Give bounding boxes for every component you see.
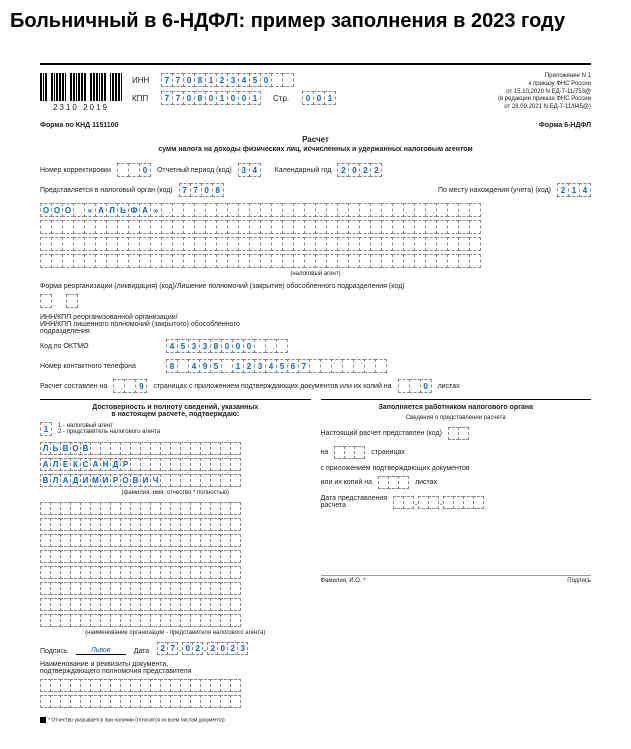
date-label: Дата [134,648,150,655]
left-col-title: Достоверность и полноту сведений, указан… [40,404,311,418]
oktmo-label: Код по ОКТМО [40,343,160,350]
form-name: Форма 6-НДФЛ [539,122,591,129]
correction-label: Номер корректировки [40,167,111,174]
footnote: * Отчество указывается при наличии (отно… [40,717,591,723]
doc-label: Наименование и реквизиты документа, подт… [40,661,311,675]
rr4b: листах [415,479,437,486]
rr1: Настоящий расчет представлен (код) [321,430,442,437]
pages-label3: листах [438,383,460,390]
rsig: Подпись [567,578,591,584]
right-col-sub: Сведения о представлении расчета [321,415,592,421]
right-col-title: Заполняется работником налогового органа [321,404,592,411]
reorg-label: Форма реорганизации (ликвидация) (код)/Л… [40,283,591,290]
form-subtitle: сумм налога на доходы физических лиц, ис… [40,146,591,153]
role-opt2: 2 - представитель налогового агента [58,429,160,435]
rr2a: на [321,449,329,456]
form-knd: Форма по КНД 1151100 [40,122,119,129]
form-title: Расчет [40,135,591,144]
pages-label2: страницах с приложением подтверждающих д… [153,383,391,390]
rr2b: страницах [371,449,405,456]
kpp-label: КПП [132,94,157,103]
rr5: Дата представления расчета [321,495,388,509]
period-label: Отчетный период (код) [157,167,232,174]
fio-note: (фамилия, имя, отчество * полностью) [40,490,311,496]
tax-org-label: Представляется в налоговый орган (код) [40,187,173,194]
page-label: Стр. [273,94,298,103]
tax-form: 2310 2019 ИНН 7708123450 КПП 770801001 С… [10,53,621,733]
sig-label: Подпись [40,648,68,655]
rfio: Фамилия, И.О. * [321,578,366,584]
phone-label: Номер контактного телефона [40,363,160,370]
pages-label1: Расчет составлен на [40,383,107,390]
appendix-text: Приложение N 1к приказу ФНС Россииот 15.… [498,73,591,112]
rep-note: (наименование организации - представител… [40,630,311,636]
year-label: Календарный год [275,167,332,174]
location-label: По месту нахождения (учета) (код) [438,187,551,194]
inn-label: ИНН [132,76,157,85]
rr3: с приложением подтверждающих документов [321,465,592,472]
reorg2-label: ИНН/КПП реорганизованной организации/ ИН… [40,314,591,335]
rr4a: или их копий на [321,479,373,486]
page-title: Больничный в 6-НДФЛ: пример заполнения в… [10,10,621,33]
org-note: (налоговый агент) [40,271,591,277]
signature: Львов [76,647,126,655]
barcode: 2310 2019 [40,73,122,112]
